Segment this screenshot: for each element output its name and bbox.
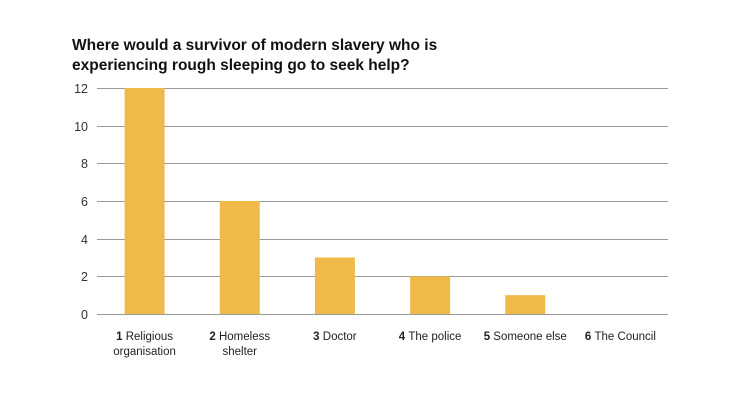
x-tick-label-1: 1 Religious organisation (113, 331, 176, 358)
y-axis-ticks: 0 2 4 6 8 10 12 (74, 82, 88, 322)
bar-2 (219, 201, 260, 314)
y-tick-label-6: 6 (81, 195, 88, 209)
bars (124, 88, 546, 314)
chart-title: Where would a survivor of modern slavery… (72, 36, 632, 76)
bar-3 (314, 257, 355, 314)
bar-4 (410, 276, 451, 314)
x-axis-labels: 1 Religious organisation 2 Homeless shelter… (113, 331, 656, 358)
x-tick-label-3: 3 Doctor (313, 331, 357, 343)
x-tick-label-2: 2 Homeless shelter (209, 331, 270, 358)
y-tick-label-0: 0 (81, 308, 88, 322)
y-tick-label-2: 2 (81, 270, 88, 284)
chart-title-line-1: Where would a survivor of modern slavery… (72, 37, 438, 54)
y-tick-label-4: 4 (81, 233, 88, 247)
y-tick-label-8: 8 (81, 157, 88, 171)
bar-5 (505, 295, 546, 314)
x-tick-label-5: 5 Someone else (484, 331, 567, 343)
bar-1 (124, 88, 165, 314)
chart-title-line-2: experiencing rough sleeping go to seek h… (72, 57, 410, 74)
x-tick-label-4: 4 The police (399, 331, 462, 343)
y-tick-label-10: 10 (74, 120, 88, 134)
x-tick-label-6: 6 The Council (585, 331, 656, 343)
y-tick-label-12: 12 (74, 82, 88, 96)
grid-lines (97, 88, 668, 315)
